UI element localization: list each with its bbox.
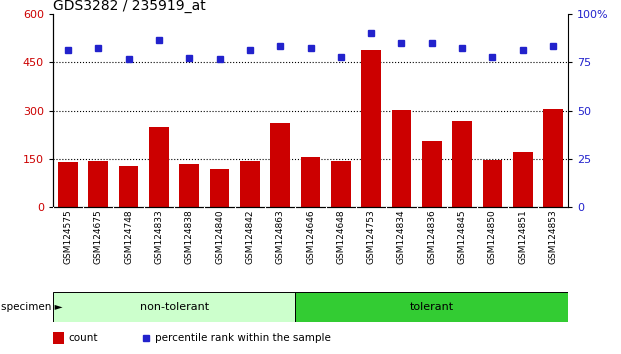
Text: specimen ►: specimen ► <box>1 302 63 312</box>
Bar <box>296 292 568 322</box>
Bar <box>392 110 411 207</box>
Bar <box>452 121 472 207</box>
Text: GSM124646: GSM124646 <box>306 210 315 264</box>
Text: percentile rank within the sample: percentile rank within the sample <box>155 333 331 343</box>
Text: GSM124840: GSM124840 <box>215 210 224 264</box>
Text: GSM124575: GSM124575 <box>63 210 73 264</box>
Text: GSM124836: GSM124836 <box>427 210 437 264</box>
Bar <box>483 160 502 207</box>
Text: tolerant: tolerant <box>410 302 454 312</box>
Text: GSM124648: GSM124648 <box>337 210 345 264</box>
Bar <box>149 127 169 207</box>
Bar <box>88 161 108 207</box>
Text: GSM124851: GSM124851 <box>519 210 527 264</box>
Text: GSM124753: GSM124753 <box>366 210 376 264</box>
Text: GSM124863: GSM124863 <box>276 210 284 264</box>
Text: count: count <box>68 333 97 343</box>
Text: GSM124842: GSM124842 <box>245 210 255 264</box>
Text: GSM124850: GSM124850 <box>488 210 497 264</box>
Bar <box>58 162 78 207</box>
Bar <box>543 109 563 207</box>
Bar <box>361 50 381 207</box>
Text: GSM124833: GSM124833 <box>155 210 163 264</box>
Text: GSM124838: GSM124838 <box>184 210 194 264</box>
Text: GSM124853: GSM124853 <box>548 210 558 264</box>
Bar <box>53 332 64 344</box>
Bar <box>331 161 351 207</box>
Text: GDS3282 / 235919_at: GDS3282 / 235919_at <box>53 0 206 13</box>
Bar <box>53 292 296 322</box>
Bar <box>422 141 442 207</box>
Bar <box>301 157 320 207</box>
Text: non-tolerant: non-tolerant <box>140 302 209 312</box>
Bar <box>119 166 138 207</box>
Bar <box>179 164 199 207</box>
Bar <box>513 153 533 207</box>
Bar <box>240 161 260 207</box>
Text: GSM124748: GSM124748 <box>124 210 133 264</box>
Bar <box>210 169 229 207</box>
Bar <box>270 124 290 207</box>
Text: GSM124834: GSM124834 <box>397 210 406 264</box>
Text: GSM124675: GSM124675 <box>94 210 102 264</box>
Text: GSM124845: GSM124845 <box>458 210 466 264</box>
